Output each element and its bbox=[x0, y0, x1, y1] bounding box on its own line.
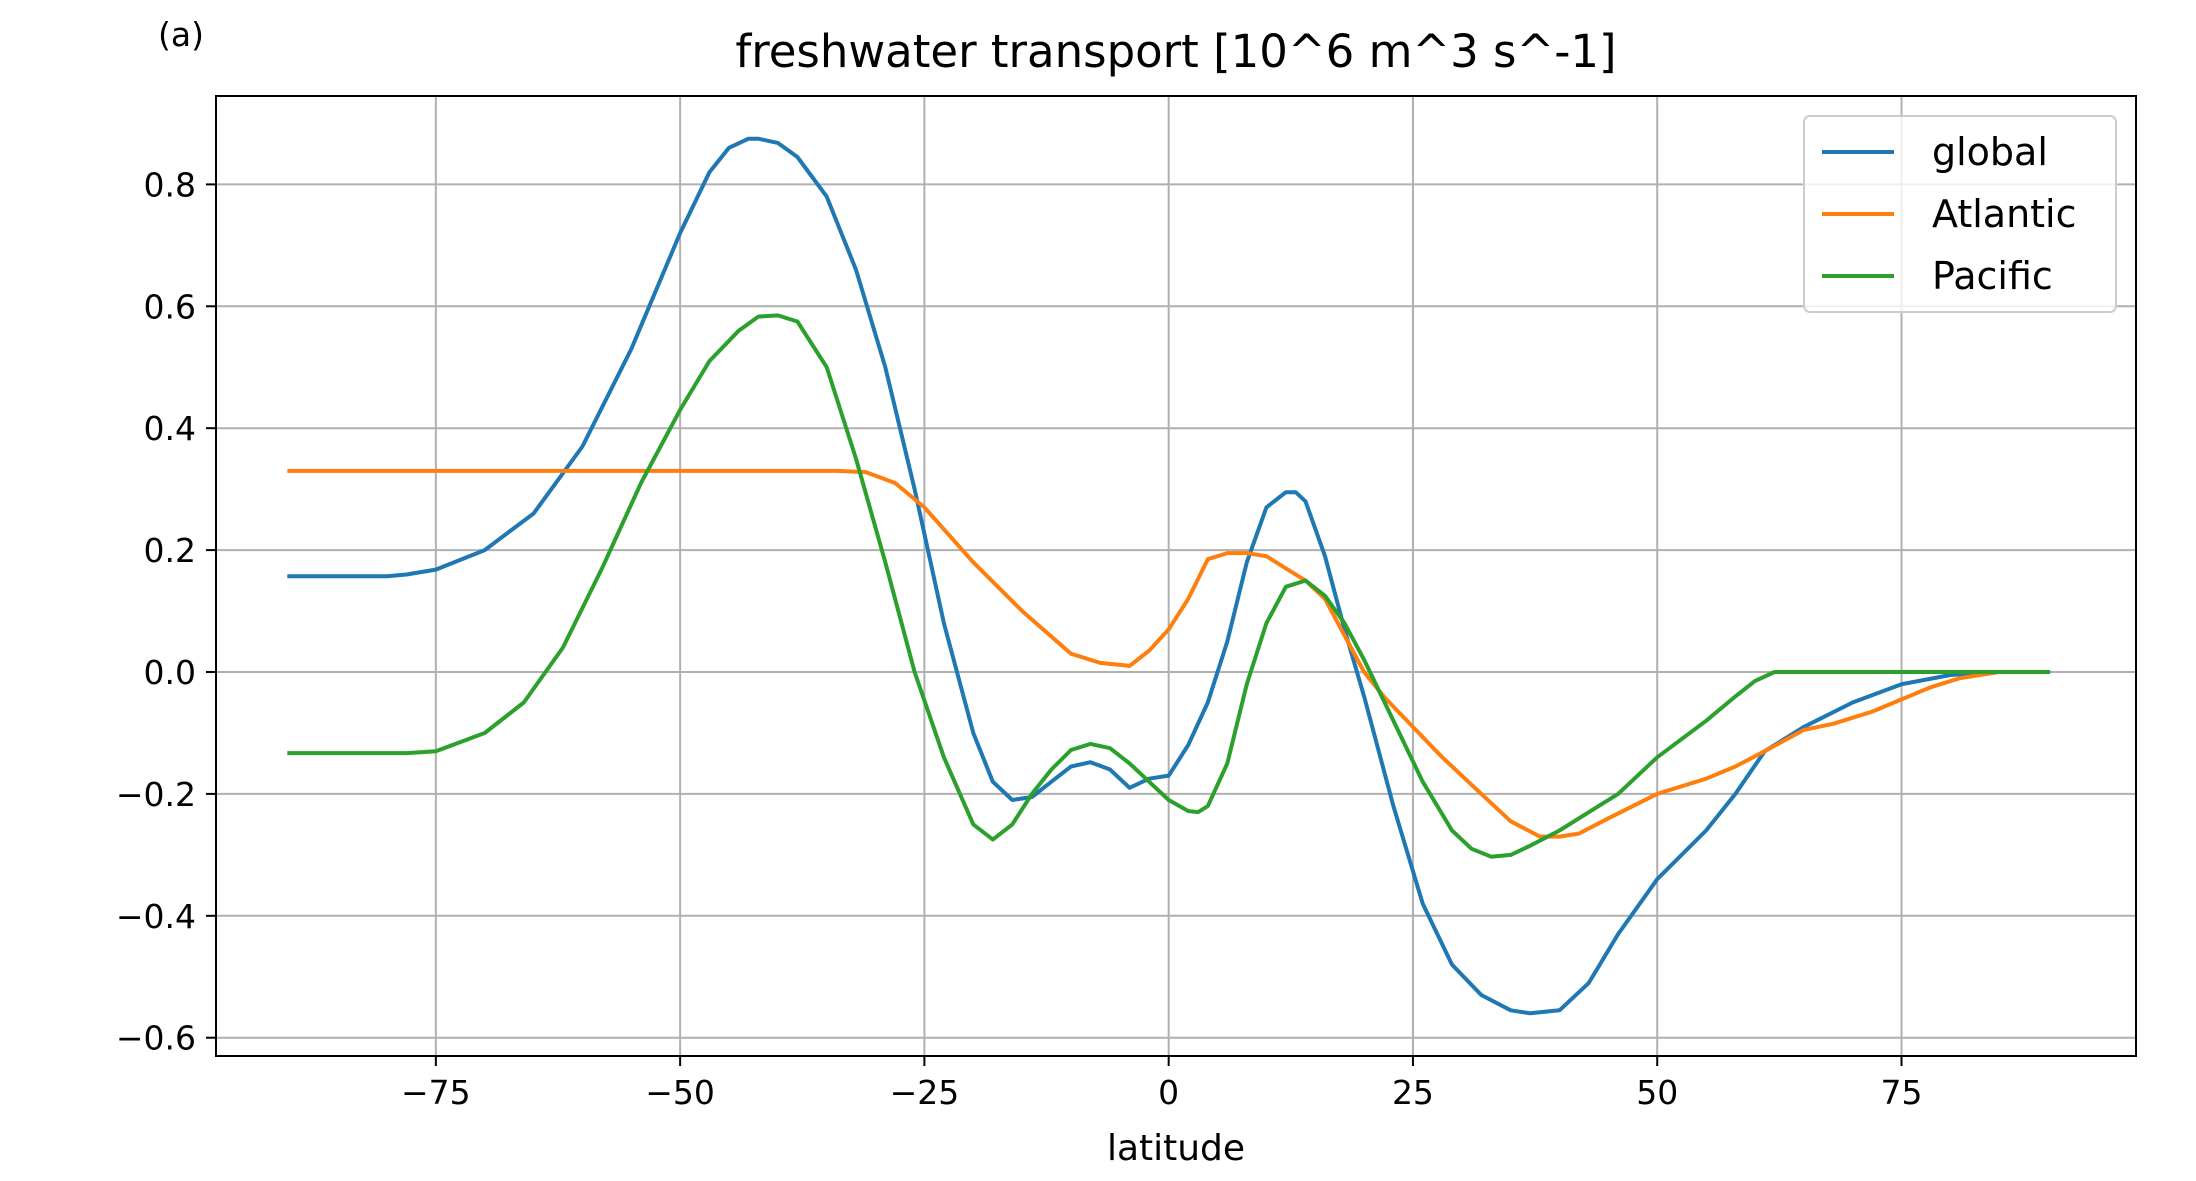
y-tick-label: −0.2 bbox=[116, 775, 196, 814]
y-tick-label: 0.4 bbox=[144, 409, 196, 448]
y-tick-label: 0.8 bbox=[144, 165, 196, 204]
legend-label-atlantic: Atlantic bbox=[1932, 192, 2077, 236]
x-tick-label: 25 bbox=[1392, 1073, 1434, 1112]
legend: global Atlantic Pacific bbox=[1803, 115, 2117, 313]
x-tick-label: 75 bbox=[1880, 1073, 1922, 1112]
panel-label: (a) bbox=[158, 15, 204, 54]
x-tick-label: −50 bbox=[645, 1073, 715, 1112]
series-line-pacific bbox=[287, 313, 2051, 859]
chart-title: freshwater transport [10^6 m^3 s^-1] bbox=[735, 25, 1616, 78]
legend-box bbox=[1803, 115, 2117, 313]
x-tick-label: −75 bbox=[401, 1073, 471, 1112]
y-tick-label: 0.2 bbox=[144, 531, 196, 570]
x-tick-label: −25 bbox=[890, 1073, 960, 1112]
x-tick-label: 50 bbox=[1636, 1073, 1678, 1112]
legend-label-global: global bbox=[1932, 130, 2048, 174]
plot-frame bbox=[215, 95, 2137, 1057]
y-tick-label: 0.0 bbox=[144, 653, 196, 692]
x-axis-label: latitude bbox=[1107, 1128, 1245, 1169]
y-tick-label: −0.6 bbox=[116, 1019, 196, 1058]
axis-ticks: −75 −50 −25 0 25 50 75 −0.6 −0.4 −0.2 0.0 0.2 0.4 0.6… bbox=[116, 165, 1923, 1112]
legend-label-pacific: Pacific bbox=[1932, 254, 2053, 298]
x-tick-label: 0 bbox=[1158, 1073, 1179, 1112]
series-lines bbox=[287, 136, 2051, 1016]
series-line-global bbox=[287, 136, 2051, 1016]
y-tick-label: 0.6 bbox=[144, 287, 196, 326]
y-tick-label: −0.4 bbox=[116, 897, 196, 936]
